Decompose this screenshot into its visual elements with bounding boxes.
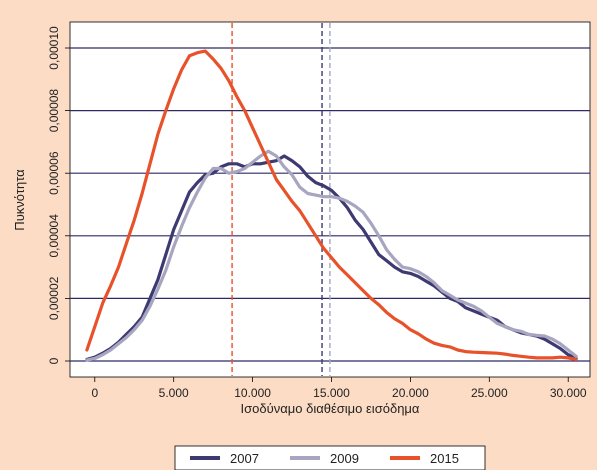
x-axis-title: Ισοδύναμο διαθέσιμο εισόδημα	[241, 401, 420, 416]
legend-label-2009: 2009	[330, 451, 359, 466]
y-axis-title: Πυκνότητα	[12, 169, 27, 231]
legend-label-2015: 2015	[430, 451, 459, 466]
legend-box	[174, 445, 486, 470]
legend: 2007 2009 2015	[174, 445, 486, 470]
series-line-2009	[85, 149, 578, 362]
y-tick-label: 0,00002	[47, 276, 61, 320]
y-tick-label: 0,00008	[47, 89, 61, 133]
x-tick-label: 15.000	[313, 386, 350, 400]
x-tick-label: 20.000	[392, 386, 429, 400]
x-tick-label: 0	[91, 386, 98, 400]
x-tick-label: 10.000	[234, 386, 271, 400]
series-line-2015	[85, 49, 578, 361]
y-tick-label: 0,00010	[47, 26, 61, 70]
series-line-2007	[85, 154, 578, 361]
legend-label-2007: 2007	[230, 451, 259, 466]
y-tick-label: 0,00004	[47, 214, 61, 258]
y-tick-label: 0	[47, 357, 61, 364]
x-tick-label: 25.000	[471, 386, 508, 400]
y-tick-label: 0,00006	[47, 151, 61, 195]
x-tick-label: 30.000	[550, 386, 587, 400]
x-tick-label: 5.000	[159, 386, 189, 400]
